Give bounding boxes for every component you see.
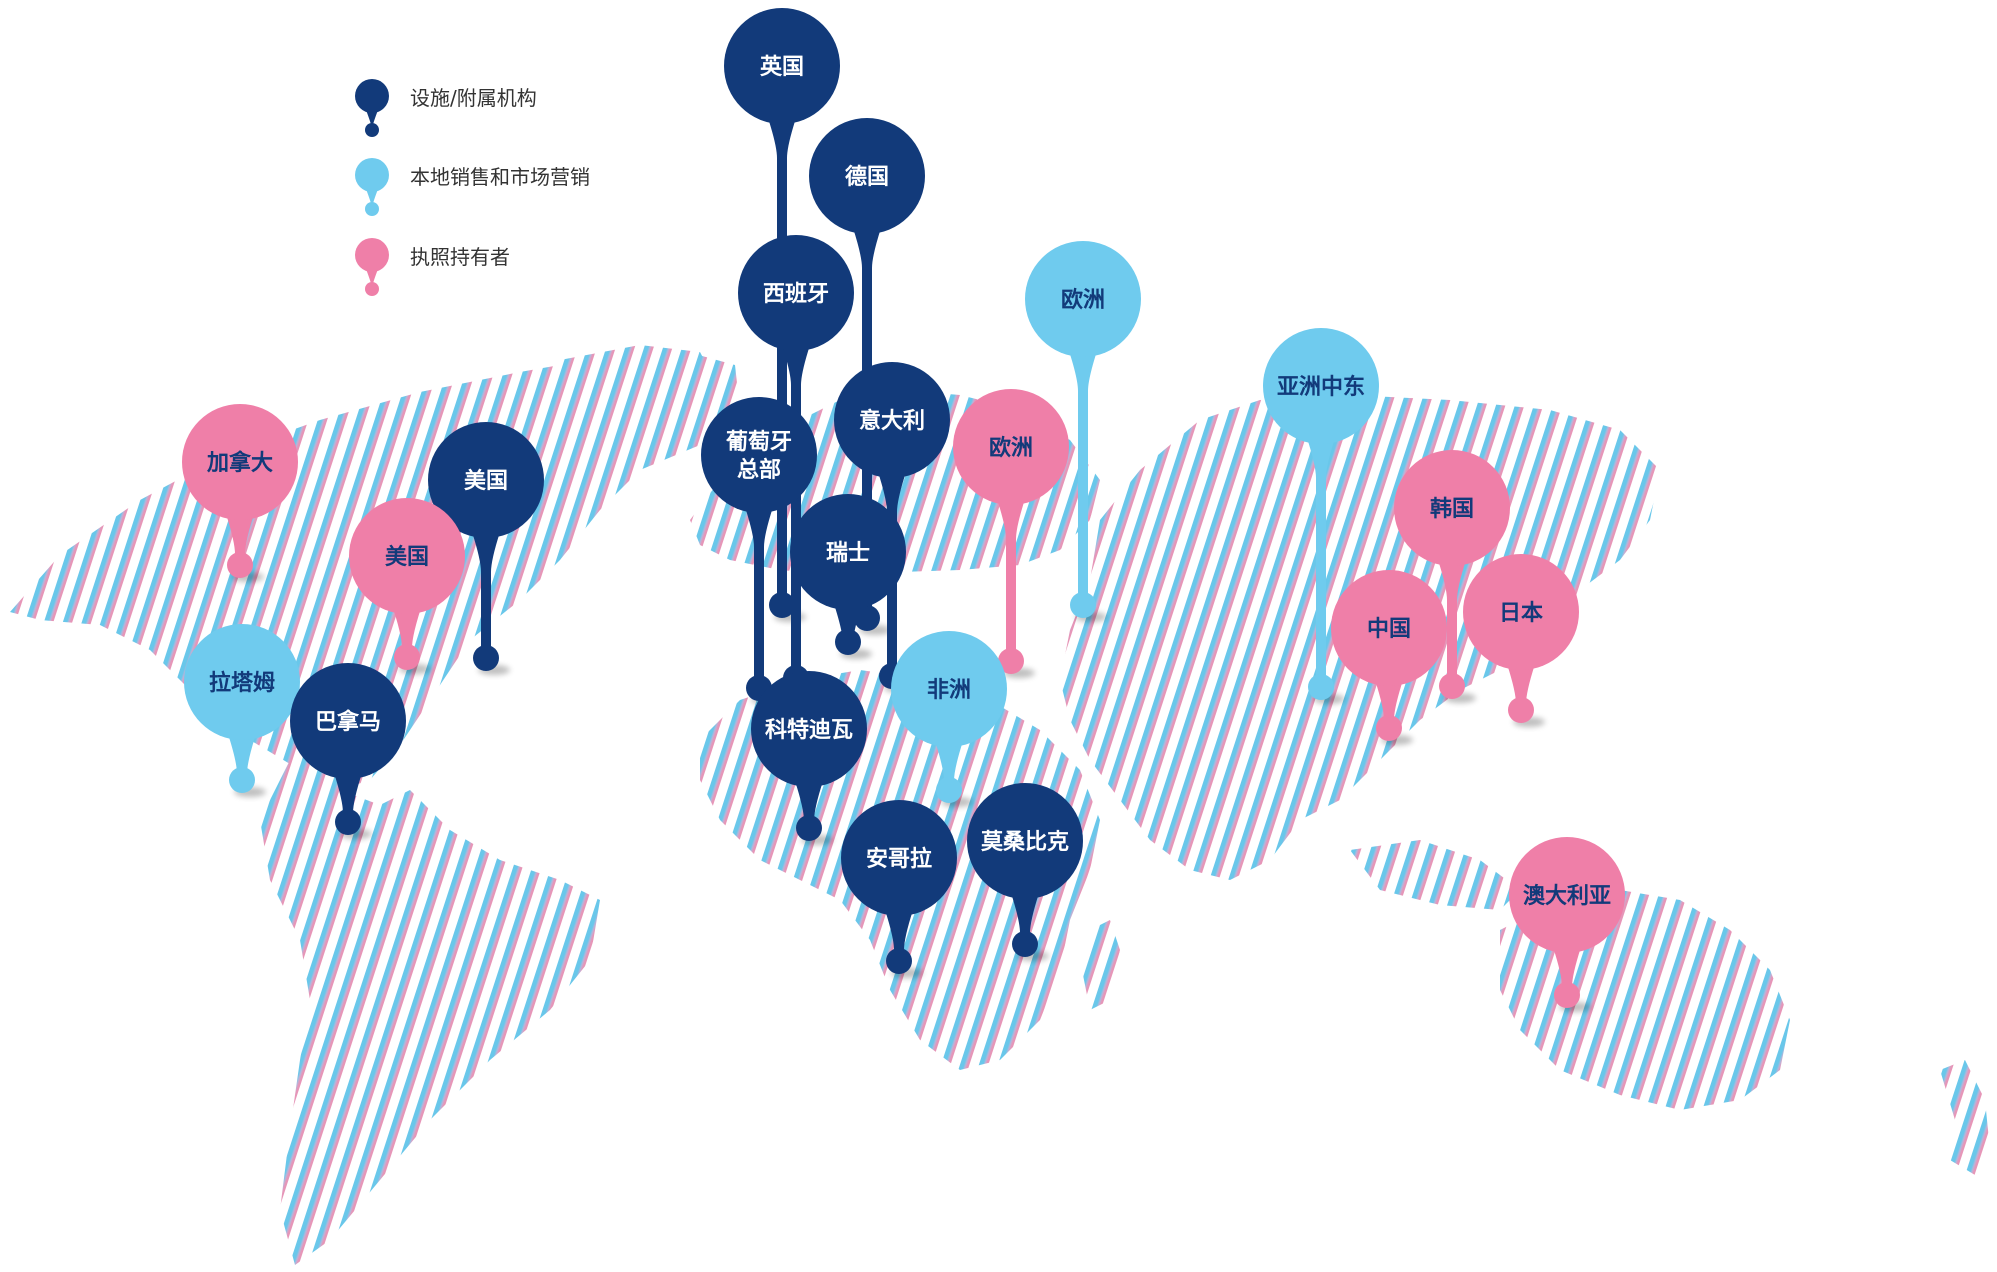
pin-africa[interactable]: 非洲 (891, 631, 1007, 807)
pin-label: 韩国 (1430, 496, 1474, 522)
legend-label: 执照持有者 (410, 245, 510, 269)
pin-marker-icon (355, 158, 389, 216)
pin-marker-icon (355, 238, 389, 296)
pin-anchor (854, 605, 880, 631)
pin-bubble (290, 663, 406, 779)
pin-cote-divoire[interactable]: 科特迪瓦 (751, 671, 867, 845)
pin-anchor (1376, 715, 1402, 741)
pin-label: 葡萄牙 (725, 430, 792, 455)
pin-anchor (1439, 673, 1465, 699)
pin-panama[interactable]: 巴拿马 (290, 663, 406, 839)
pin-label: 意大利 (859, 408, 925, 434)
pin-bubble (1463, 554, 1579, 670)
pin-bubble (891, 631, 1007, 747)
pin-label: 英国 (760, 55, 804, 80)
pin-china[interactable]: 中国 (1331, 570, 1447, 745)
pin-label: 日本 (1499, 601, 1543, 626)
pin-asia-middle-east[interactable]: 亚洲中东 (1263, 328, 1379, 704)
pin-label: 瑞士 (826, 541, 870, 566)
pin-bubble (1509, 837, 1625, 953)
pin-label: 德国 (845, 164, 889, 190)
pin-anchor (227, 552, 253, 578)
pin-label: 欧洲 (1061, 287, 1105, 313)
pin-bubble (738, 235, 854, 351)
pin-anchor (1012, 931, 1038, 957)
pin-usa-license[interactable]: 美国 (349, 498, 465, 674)
pin-label: 拉塔姆 (209, 670, 275, 696)
pin-label: 美国 (385, 544, 429, 570)
pin-anchor (796, 815, 822, 841)
pin-label: 巴拿马 (315, 709, 381, 735)
pin-bubble (428, 422, 544, 538)
pin-bubble (724, 8, 840, 124)
pin-marker-icon (355, 79, 389, 137)
pin-bubble (1263, 328, 1379, 444)
pin-bubble (834, 362, 950, 478)
pin-anchor (335, 809, 361, 835)
pin-bubble (182, 404, 298, 520)
pin-bubble (701, 397, 817, 513)
pin-latam[interactable]: 拉塔姆 (184, 624, 300, 797)
pin-label: 澳大利亚 (1523, 883, 1611, 909)
pin-mozambique[interactable]: 莫桑比克 (967, 783, 1083, 961)
pin-label: 总部 (737, 457, 781, 483)
pin-label: 安哥拉 (866, 846, 932, 872)
pin-label: 美国 (464, 468, 508, 494)
pin-australia[interactable]: 澳大利亚 (1509, 837, 1625, 1012)
pin-label: 西班牙 (763, 282, 829, 307)
pin-angola[interactable]: 安哥拉 (841, 800, 957, 978)
pin-anchor (835, 629, 861, 655)
pin-anchor (998, 648, 1024, 674)
legend-item-local-sales: 本地销售和市场营销 (355, 158, 590, 216)
pin-anchor (1554, 982, 1580, 1008)
legend-item-facility: 设施/附属机构 (355, 79, 537, 137)
map-pins: 英国德国西班牙意大利葡萄牙总部瑞士欧洲欧洲亚洲中东韩国日本中国加拿大美国美国拉塔… (182, 8, 1625, 1012)
pin-label: 非洲 (927, 678, 971, 703)
pin-bubble (841, 800, 957, 916)
pin-anchor (769, 592, 795, 618)
pin-bubble (349, 498, 465, 614)
pin-label: 加拿大 (206, 450, 273, 476)
pin-anchor (394, 644, 420, 670)
pin-anchor (1308, 674, 1334, 700)
pin-label: 中国 (1367, 617, 1411, 642)
pin-anchor (473, 645, 499, 671)
pin-korea[interactable]: 韩国 (1394, 450, 1510, 703)
pin-bubble (953, 389, 1069, 505)
pin-usa-facility[interactable]: 美国 (428, 422, 544, 675)
pin-japan[interactable]: 日本 (1463, 554, 1579, 727)
pin-bubble (1331, 570, 1447, 686)
pin-bubble (967, 783, 1083, 899)
pin-bubble (184, 624, 300, 740)
pin-bubble (751, 671, 867, 787)
pin-europe-sales[interactable]: 欧洲 (1025, 241, 1141, 622)
pin-anchor (1508, 697, 1534, 723)
pin-label: 欧洲 (989, 435, 1033, 461)
legend-label: 设施/附属机构 (410, 86, 537, 110)
pin-anchor (886, 948, 912, 974)
pin-bubble (1394, 450, 1510, 566)
pin-label: 亚洲中东 (1277, 374, 1365, 400)
pin-label: 科特迪瓦 (765, 717, 853, 743)
pin-label: 莫桑比克 (981, 829, 1069, 855)
pin-uk[interactable]: 英国 (724, 8, 840, 622)
pin-canada[interactable]: 加拿大 (182, 404, 298, 582)
pin-bubble (790, 494, 906, 610)
pin-anchor (1070, 592, 1096, 618)
legend-label: 本地销售和市场营销 (410, 165, 590, 189)
pin-switzerland[interactable]: 瑞士 (790, 494, 906, 659)
pin-bubble (809, 118, 925, 234)
legend-item-license-holder: 执照持有者 (355, 238, 510, 296)
pin-anchor (229, 767, 255, 793)
pin-anchor (936, 777, 962, 803)
pin-europe-license[interactable]: 欧洲 (953, 389, 1069, 678)
pin-bubble (1025, 241, 1141, 357)
